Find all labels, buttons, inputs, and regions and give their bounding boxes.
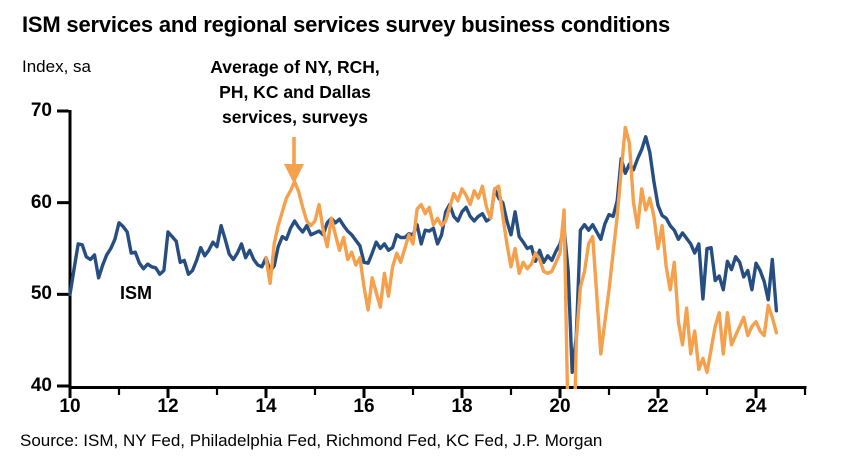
annotation-line-1: Average of NY, RCH, xyxy=(210,57,380,77)
axis-ticks xyxy=(57,109,807,398)
x-tick-label: 10 xyxy=(59,396,81,417)
y-tick-label: 60 xyxy=(30,191,52,213)
y-tick-label: 40 xyxy=(30,375,52,396)
x-tick-label: 14 xyxy=(255,396,277,417)
chart-title: ISM services and regional services surve… xyxy=(22,12,671,37)
x-tick-label: 22 xyxy=(647,396,669,417)
y-tick-label: 50 xyxy=(30,283,52,305)
annotation-line-3: services, surveys xyxy=(222,107,368,127)
annotation-arrow-icon xyxy=(284,137,304,184)
y-tick-label: 70 xyxy=(30,100,52,121)
regional-series-annotation: Average of NY, RCH, PH, KC and Dallas se… xyxy=(171,55,419,130)
source-note: Source: ISM, NY Fed, Philadelphia Fed, R… xyxy=(20,431,603,450)
y-axis-units-label: Index, sa xyxy=(22,57,91,76)
x-tick-label: 20 xyxy=(549,396,571,417)
ism-series-label: ISM xyxy=(120,283,153,303)
ism-line xyxy=(68,134,779,374)
x-tick-label: 16 xyxy=(353,396,375,417)
annotation-arrow-head xyxy=(284,164,304,184)
x-tick-label: 24 xyxy=(745,396,767,417)
regional-average-line xyxy=(264,125,779,389)
series-lines xyxy=(68,125,779,389)
annotation-line-2: PH, KC and Dallas xyxy=(219,82,371,102)
x-tick-label: 12 xyxy=(157,396,179,417)
x-tick-label: 18 xyxy=(451,396,473,417)
